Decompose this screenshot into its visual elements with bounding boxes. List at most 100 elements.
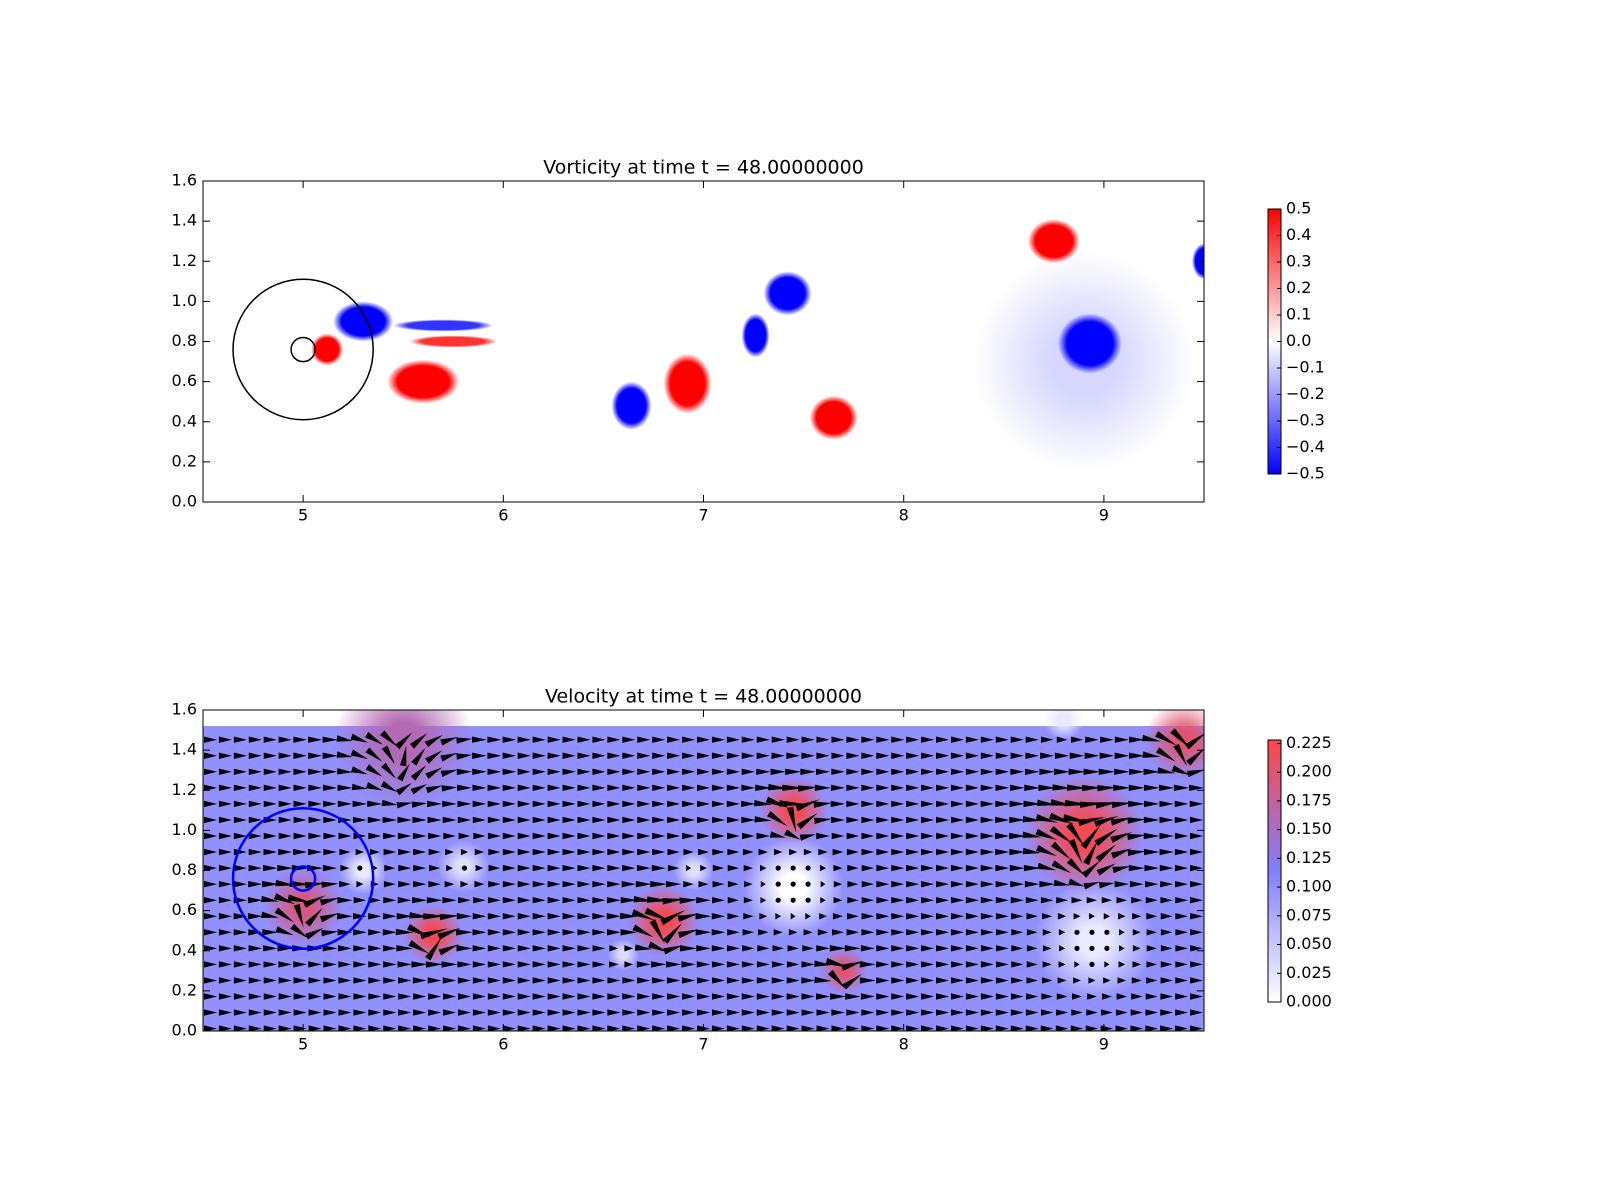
quiver-arrow [1053,768,1071,775]
quiver-arrow [303,895,326,908]
quiver-arrow [218,864,232,872]
quiver-arrow [950,736,964,743]
quiver-arrow [1094,828,1118,846]
quiver-arrow [547,768,561,775]
quiver-arrow [293,961,308,968]
quiver-arrow [1145,880,1159,888]
quiver-arrow [1143,816,1160,824]
quiver-arrow [906,752,920,759]
quiver-arrow [1103,913,1111,920]
quiver-arrow [472,977,486,984]
quiver-arrow [321,881,339,888]
quiver-arrow [262,929,279,936]
quiver-arrow [816,945,830,952]
quiver-arrow [382,832,397,840]
quiver-arrow [1101,993,1112,1000]
quiver-arrow [712,848,725,856]
quiver-arrow [1174,832,1189,840]
quiver-arrow [383,993,397,1000]
vortex [611,381,652,430]
quiver-arrow [921,945,935,952]
quiver-arrow [726,961,740,968]
quiver-arrow [1083,881,1100,890]
quiver-arrow [817,929,829,936]
quiver-arrow [1066,822,1086,848]
quiver-arrow [631,909,655,921]
quiver-arrow [353,1009,367,1016]
quiver-arrow [876,945,890,952]
quiver-arrow [844,945,861,952]
quiver-arrow [577,993,591,1000]
quiver-arrow [786,993,800,1000]
quiver-arrow [876,993,890,1000]
quiver-arrow [950,929,964,936]
quiver-arrow [502,929,516,936]
quiver-arrow [308,768,322,775]
quiver-arrow [487,752,502,759]
quiver-arrow [1011,945,1024,952]
quiver-arrow [711,784,725,792]
quiver-arrow [830,784,845,792]
quiver-arrow [1011,929,1024,936]
quiver-arrow [622,816,636,824]
quiver-arrow [771,977,785,984]
quiver-arrow [965,736,979,743]
quiver-arrow [350,766,368,775]
quiver-arrow [797,785,819,792]
quiver-arrow [829,945,847,952]
quiver-arrow [861,1025,875,1031]
quiver-dot [461,865,468,871]
quiver-arrow [350,749,368,760]
quiver-arrow [891,736,905,743]
quiver-arrow [1132,961,1142,968]
quiver-arrow [667,993,681,1000]
quiver-arrow [438,944,460,956]
quiver-arrow [365,764,383,777]
quiver-arrow [562,736,576,743]
quiver-arrow [278,784,292,792]
quiver-arrow [1160,896,1173,904]
y-tick-label: 1.4 [172,211,197,230]
quiver-arrow [667,752,681,759]
quiver-arrow [921,816,935,824]
quiver-arrow [1026,993,1039,1000]
quiver-arrow [936,880,950,888]
quiver-arrow [368,945,382,952]
quiver-arrow [1129,880,1144,888]
quiver-arrow [1118,961,1126,968]
quiver-arrow [995,848,1010,856]
quiver-arrow [846,832,860,840]
y-tick-label: 0.2 [172,980,197,999]
quiver-arrow [891,993,905,1000]
quiver-arrow [562,1009,576,1016]
quiver-arrow [1146,913,1158,920]
quiver-arrow [652,736,666,743]
quiver-arrow [382,913,397,920]
quiver-arrow [876,961,890,968]
quiver-arrow [547,961,561,968]
quiver-arrow [1175,1025,1189,1031]
quiver-arrow [502,784,516,792]
quiver-arrow [308,736,323,743]
quiver-arrow [1174,816,1189,824]
quiver-arrow [368,977,382,984]
quiver-arrow [770,768,786,775]
quiver-arrow [1009,816,1026,824]
quiver-arrow [233,832,247,840]
quiver-arrow [1072,993,1082,1000]
quiver-arrow [906,784,920,792]
quiver-arrow [906,929,920,936]
quiver-arrow [1190,945,1203,952]
quiver-arrow [547,880,561,888]
circle-marker [232,278,374,421]
quiver-arrow [801,993,815,1000]
quiver-arrow [397,816,412,824]
quiver-arrow [847,880,859,888]
quiver-arrow [248,832,262,840]
quiver-arrow [816,832,830,840]
quiver-arrow [1128,800,1146,808]
quiver-arrow [876,977,890,984]
colorbar [1267,739,1282,1003]
quiver-arrow [921,977,935,984]
quiver-arrow [233,768,247,775]
